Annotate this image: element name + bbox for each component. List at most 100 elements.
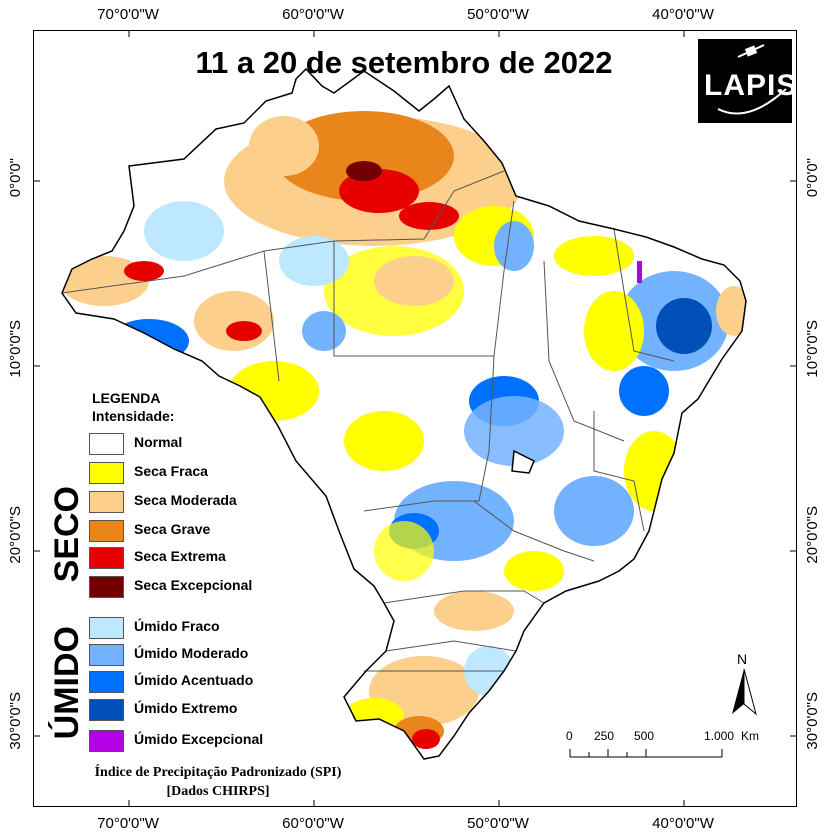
legend-swatch xyxy=(89,547,124,569)
patch-umido-extremo-northeast xyxy=(656,298,712,354)
legend-label: Normal xyxy=(134,434,183,450)
legend-swatch xyxy=(89,520,124,542)
lat-label-10s-left: 10°0'0"S xyxy=(7,320,24,378)
scale-bar-graphic xyxy=(569,749,723,758)
patch-seca-moderada-ne-coast xyxy=(716,286,746,336)
scale-tick-250: 250 xyxy=(594,729,615,743)
patch-seca-fraca-ms xyxy=(374,521,434,581)
lon-label-40w-top: 40°0'0"W xyxy=(652,6,714,23)
patch-umido-moderado-mt-north xyxy=(302,311,346,351)
patch-seca-fraca-bahia xyxy=(624,431,684,511)
border-pa-to xyxy=(493,200,515,357)
spi-source: [Dados CHIRPS] xyxy=(166,784,270,799)
spi-title: Índice de Precipitação Padronizado (SPI) xyxy=(94,765,342,780)
border-am-ro xyxy=(263,250,280,382)
lat-label-0-left: 0°0'0" xyxy=(7,158,24,198)
state-borders xyxy=(61,170,675,672)
brazil-outline xyxy=(61,67,747,760)
umido-label: ÚMIDO xyxy=(48,626,86,740)
patch-umido-excepcional-ne1 xyxy=(637,261,642,283)
legend-swatch xyxy=(89,617,124,639)
legend-label: Seca Moderada xyxy=(134,492,237,508)
border-ba-mg xyxy=(593,411,645,532)
legend-title: LEGENDA xyxy=(92,390,161,406)
border-pr-sc xyxy=(385,640,517,652)
patch-seca-fraca-mt xyxy=(344,411,424,471)
lon-label-50w-top: 50°0'0"W xyxy=(467,6,529,23)
legend-label: Úmido Acentuado xyxy=(134,672,254,688)
legend-label: Seca Grave xyxy=(134,521,211,537)
border-sp-pr xyxy=(383,590,545,604)
federal-district xyxy=(511,449,535,474)
border-go-mg xyxy=(473,500,595,562)
legend-label: Seca Excepcional xyxy=(134,577,253,593)
legend-label: Úmido Moderado xyxy=(134,645,249,661)
scale-tick-1000: 1.000 xyxy=(704,729,735,743)
legend-subtitle: Intensidade: xyxy=(92,408,175,424)
border-mt-go xyxy=(363,355,495,512)
patch-seca-extrema-north2 xyxy=(399,202,459,230)
lat-label-30s-right: 30°0'0"S xyxy=(804,692,821,750)
legend-swatch xyxy=(89,462,124,484)
patch-seca-moderada-parana xyxy=(434,591,514,631)
patch-seca-fraca-piaui xyxy=(584,291,644,371)
patch-umido-fraco-amazonas xyxy=(144,201,224,261)
brazil-spi-map xyxy=(34,31,796,806)
patch-seca-excepcional-north xyxy=(346,161,382,181)
legend-swatch xyxy=(89,671,124,693)
lat-label-20s-left: 20°0'0"S xyxy=(7,506,24,564)
spi-footnote: Índice de Precipitação Padronizado (SPI)… xyxy=(48,763,388,801)
legend-label: Seca Fraca xyxy=(134,463,208,479)
lat-label-10s-right: 10°0'0"S xyxy=(804,320,821,378)
scale-tick-0: 0 xyxy=(566,729,573,743)
lon-label-70w-bottom: 70°0'0"W xyxy=(97,815,159,832)
patch-umido-acentuado-west xyxy=(109,319,189,363)
legend-label: Úmido Fraco xyxy=(134,618,220,634)
patch-seca-fraca-rondonia-south xyxy=(229,361,319,421)
graticule-ticks xyxy=(34,31,796,806)
lat-label-20s-right: 20°0'0"S xyxy=(804,506,821,564)
legend-swatch xyxy=(89,644,124,666)
north-label: N xyxy=(737,651,748,667)
north-arrow: N xyxy=(729,651,759,721)
legend-swatch xyxy=(89,730,124,752)
patch-seca-extrema-acre xyxy=(124,261,164,281)
patch-umido-acentuado-bahia xyxy=(619,366,669,416)
lon-label-60w-bottom: 60°0'0"W xyxy=(282,815,344,832)
patch-umido-extremo-west xyxy=(129,341,169,361)
legend-heading: LEGENDA Intensidade: xyxy=(92,389,174,425)
border-mt-north xyxy=(333,241,494,357)
lat-label-0-right: 0°0'0" xyxy=(804,158,821,198)
lon-label-40w-bottom: 40°0'0"W xyxy=(652,815,714,832)
patch-seca-moderada-rondonia xyxy=(194,291,274,351)
logo-text: LAPIS xyxy=(704,69,797,102)
map-title: 11 a 20 de setembro de 2022 xyxy=(195,45,613,80)
patch-seca-extrema-rondonia xyxy=(226,321,262,341)
scale-tick-500: 500 xyxy=(634,729,655,743)
legend-label: Seca Extrema xyxy=(134,548,226,564)
legend-label: Úmido Extremo xyxy=(134,700,238,716)
patch-seca-fraca-maranhao xyxy=(554,236,634,276)
patch-umido-moderado-para xyxy=(494,221,534,271)
patch-umido-moderado-mg xyxy=(554,476,634,546)
lapis-logo: LAPIS xyxy=(698,39,796,123)
legend-label: Úmido Excepcional xyxy=(134,731,264,747)
border-pa-ap xyxy=(423,170,505,240)
satellite-icon xyxy=(717,44,787,115)
patch-seca-fraca-sp xyxy=(504,551,564,591)
scale-bar: 0 250 500 1.000 Km xyxy=(564,729,764,769)
seco-label: SECO xyxy=(48,486,86,583)
patch-seca-extrema-rs xyxy=(412,729,440,749)
border-ma-to xyxy=(543,260,625,442)
lon-label-70w-top: 70°0'0"W xyxy=(97,6,159,23)
map-frame: 11 a 20 de setembro de 2022 LAPIS LEGEND… xyxy=(33,30,797,807)
legend-swatch xyxy=(89,576,124,598)
spi-patches xyxy=(62,111,746,749)
legend-swatch xyxy=(89,433,124,455)
legend-swatch xyxy=(89,699,124,721)
patch-seca-moderada-roraima xyxy=(249,116,319,176)
patch-seca-moderada-central-north xyxy=(374,256,454,306)
lon-label-50w-bottom: 50°0'0"W xyxy=(467,815,529,832)
legend-swatch xyxy=(89,491,124,513)
border-pi-ce xyxy=(613,228,675,362)
